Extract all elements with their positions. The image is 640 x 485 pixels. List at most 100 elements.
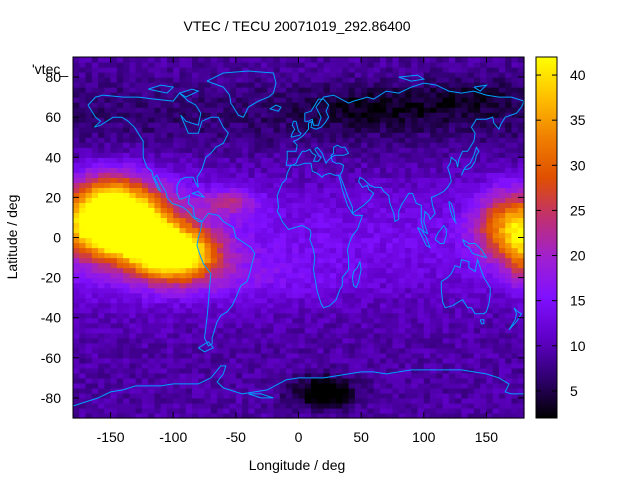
heatmap-cell: [498, 237, 506, 244]
heatmap-cell: [342, 182, 350, 188]
heatmap-cell: [160, 407, 168, 414]
heatmap-cell: [73, 372, 80, 379]
heatmap-cell: [492, 157, 500, 163]
heatmap-cell: [361, 387, 368, 394]
heatmap-cell: [248, 277, 256, 284]
heatmap-cell: [154, 372, 162, 379]
heatmap-cell: [116, 72, 124, 78]
heatmap-cell: [104, 112, 112, 118]
heatmap-cell: [267, 217, 275, 224]
heatmap-cell: [467, 177, 475, 183]
heatmap-cell: [367, 67, 375, 73]
heatmap-cell: [123, 62, 130, 68]
heatmap-cell: [285, 222, 293, 229]
heatmap-cell: [166, 342, 174, 349]
heatmap-cell: [123, 162, 130, 168]
heatmap-cell: [98, 277, 105, 284]
heatmap-cell: [473, 267, 481, 274]
heatmap-cell: [442, 262, 450, 269]
heatmap-cell: [73, 117, 80, 123]
heatmap-cell: [279, 382, 287, 389]
heatmap-cell: [367, 132, 375, 138]
heatmap-cell: [273, 292, 281, 299]
heatmap-cell: [304, 182, 312, 188]
heatmap-cell: [442, 177, 450, 183]
heatmap-cell: [185, 377, 193, 384]
heatmap-cell: [486, 57, 494, 63]
heatmap-cell: [235, 217, 243, 224]
heatmap-cell: [85, 352, 93, 359]
heatmap-cell: [442, 347, 450, 354]
heatmap-cell: [192, 57, 199, 63]
heatmap-cell: [392, 362, 400, 369]
heatmap-cell: [185, 412, 193, 419]
heatmap-cell: [110, 412, 118, 419]
heatmap-cell: [329, 207, 337, 214]
heatmap-cell: [85, 87, 93, 93]
heatmap-cell: [492, 307, 500, 314]
heatmap-cell: [442, 327, 450, 334]
heatmap-cell: [348, 307, 356, 314]
heatmap-cell: [235, 237, 243, 244]
heatmap-cell: [260, 162, 268, 168]
heatmap-cell: [455, 342, 462, 349]
heatmap-cell: [123, 292, 130, 299]
heatmap-cell: [192, 77, 199, 83]
heatmap-cell: [311, 82, 318, 88]
heatmap-cell: [448, 62, 456, 68]
heatmap-cell: [348, 337, 356, 344]
heatmap-cell: [260, 257, 268, 264]
heatmap-cell: [473, 297, 481, 304]
heatmap-cell: [455, 297, 462, 304]
heatmap-cell: [442, 247, 450, 254]
heatmap-cell: [361, 382, 368, 389]
heatmap-cell: [304, 67, 312, 73]
heatmap-cell: [273, 67, 281, 73]
heatmap-cell: [79, 97, 87, 103]
heatmap-cell: [141, 262, 149, 269]
heatmap-cell: [129, 377, 137, 384]
heatmap-cell: [298, 407, 306, 414]
heatmap-cell: [304, 292, 312, 299]
heatmap-cell: [379, 302, 387, 309]
heatmap-cell: [373, 347, 381, 354]
heatmap-cell: [336, 157, 343, 163]
heatmap-cell: [292, 132, 300, 138]
heatmap-cell: [160, 292, 168, 299]
heatmap-cell: [285, 192, 293, 198]
heatmap-cell: [260, 322, 268, 329]
heatmap-cell: [204, 97, 212, 103]
heatmap-cell: [423, 177, 431, 183]
heatmap-cell: [292, 167, 300, 173]
heatmap-cell: [404, 107, 412, 113]
heatmap-cell: [492, 227, 500, 234]
heatmap-cell: [267, 407, 275, 414]
heatmap-cell: [110, 247, 118, 254]
heatmap-cell: [166, 77, 174, 83]
heatmap-cell: [110, 302, 118, 309]
heatmap-cell: [486, 282, 494, 289]
heatmap-cell: [317, 192, 325, 198]
heatmap-cell: [210, 192, 218, 198]
heatmap-cell: [480, 362, 488, 369]
heatmap-cell: [279, 302, 287, 309]
heatmap-cell: [417, 137, 425, 143]
heatmap-cell: [461, 222, 469, 229]
heatmap-cell: [492, 177, 500, 183]
heatmap-cell: [91, 197, 99, 203]
heatmap-cell: [292, 97, 300, 103]
heatmap-cell: [354, 282, 362, 289]
heatmap-cell: [442, 92, 450, 98]
heatmap-cell: [229, 402, 237, 409]
heatmap-cell: [235, 407, 243, 414]
heatmap-cell: [311, 302, 318, 309]
heatmap-cell: [423, 252, 431, 259]
heatmap-cell: [154, 407, 162, 414]
heatmap-cell: [473, 227, 481, 234]
heatmap-cell: [336, 307, 343, 314]
heatmap-cell: [179, 82, 187, 88]
heatmap-cell: [329, 382, 337, 389]
heatmap-cell: [148, 57, 156, 63]
heatmap-cell: [298, 152, 306, 158]
heatmap-cell: [430, 332, 437, 339]
